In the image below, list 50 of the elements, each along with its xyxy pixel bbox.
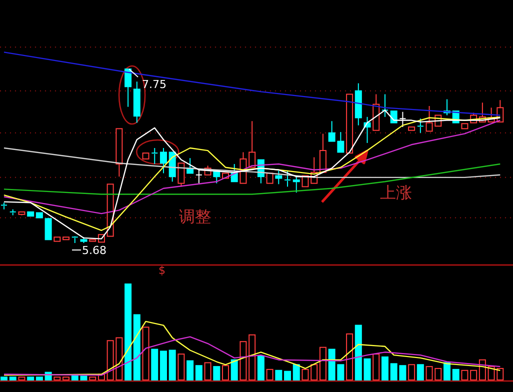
bar bbox=[310, 364, 318, 380]
bar bbox=[133, 314, 140, 380]
bar bbox=[275, 370, 282, 380]
bar bbox=[354, 324, 362, 380]
bar bbox=[213, 366, 220, 380]
bar bbox=[257, 356, 264, 380]
bar bbox=[452, 368, 460, 380]
bar bbox=[195, 365, 202, 380]
annotation: 调整 bbox=[179, 207, 211, 226]
bar bbox=[168, 350, 176, 380]
bar bbox=[89, 376, 96, 380]
bar bbox=[36, 376, 43, 380]
bar bbox=[319, 346, 326, 380]
bar bbox=[62, 376, 70, 380]
bar bbox=[160, 350, 167, 380]
bar bbox=[248, 334, 256, 380]
bar bbox=[9, 376, 16, 380]
bar bbox=[372, 354, 380, 380]
bar bbox=[54, 376, 61, 380]
bar bbox=[266, 368, 274, 380]
candlestick bbox=[133, 81, 140, 124]
bar bbox=[18, 376, 26, 380]
text: 5.68 bbox=[82, 244, 106, 257]
bar bbox=[292, 364, 300, 380]
candlestick bbox=[151, 148, 158, 164]
bar bbox=[346, 333, 354, 380]
bar bbox=[142, 326, 150, 380]
bar bbox=[381, 356, 388, 380]
bar bbox=[408, 364, 416, 380]
bar bbox=[470, 370, 478, 380]
bar bbox=[0, 376, 8, 380]
bar bbox=[364, 358, 371, 380]
text: $ bbox=[158, 264, 166, 277]
candlestick bbox=[284, 170, 292, 188]
bar bbox=[444, 362, 450, 380]
bar bbox=[240, 341, 247, 380]
bar bbox=[186, 360, 194, 380]
annotation: 上涨 bbox=[380, 183, 412, 202]
bar bbox=[151, 348, 158, 380]
bar bbox=[204, 362, 212, 380]
bar bbox=[178, 354, 185, 380]
bar bbox=[461, 370, 468, 380]
candlestick bbox=[354, 82, 362, 126]
bar bbox=[124, 284, 132, 380]
bar bbox=[27, 376, 34, 380]
bar bbox=[222, 365, 229, 380]
bar bbox=[230, 359, 238, 380]
bar bbox=[302, 368, 309, 380]
bar bbox=[284, 370, 292, 380]
bar bbox=[416, 364, 424, 380]
